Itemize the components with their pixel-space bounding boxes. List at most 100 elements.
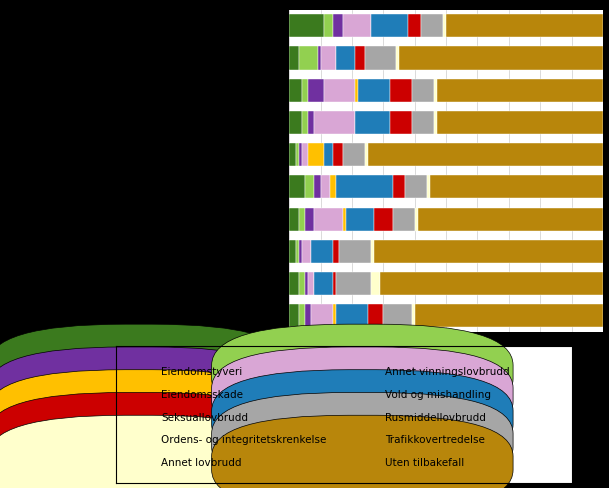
Bar <box>421 14 443 38</box>
Bar <box>434 111 437 134</box>
Bar <box>393 207 415 231</box>
Bar <box>308 272 314 295</box>
Bar <box>415 304 603 327</box>
Bar <box>289 175 305 199</box>
Bar <box>289 272 298 295</box>
Bar <box>380 272 603 295</box>
FancyBboxPatch shape <box>0 324 289 420</box>
Bar <box>437 111 603 134</box>
Bar <box>365 143 368 166</box>
Bar <box>314 111 355 134</box>
Bar <box>320 175 330 199</box>
Bar <box>314 207 343 231</box>
Bar <box>415 207 418 231</box>
Bar <box>371 240 374 263</box>
Bar <box>365 46 396 70</box>
FancyBboxPatch shape <box>212 392 513 488</box>
Bar <box>333 143 343 166</box>
FancyBboxPatch shape <box>212 370 513 466</box>
Bar <box>289 207 298 231</box>
Bar <box>346 207 374 231</box>
Bar <box>305 272 308 295</box>
FancyBboxPatch shape <box>0 370 289 466</box>
Bar <box>298 240 302 263</box>
Bar <box>289 14 324 38</box>
Bar <box>434 79 437 102</box>
Bar <box>308 111 314 134</box>
Bar <box>368 304 384 327</box>
Bar <box>324 14 333 38</box>
Bar <box>308 79 324 102</box>
Bar <box>289 240 295 263</box>
Bar <box>336 304 368 327</box>
Bar <box>384 304 412 327</box>
Text: Ordens- og integritetskrenkelse: Ordens- og integritetskrenkelse <box>161 435 327 446</box>
Bar <box>305 304 311 327</box>
Bar <box>302 240 311 263</box>
Bar <box>305 175 314 199</box>
Bar <box>437 79 603 102</box>
Bar <box>409 14 421 38</box>
Bar <box>399 46 603 70</box>
Bar <box>343 143 365 166</box>
Bar <box>371 14 409 38</box>
Bar <box>374 207 393 231</box>
Bar <box>289 79 302 102</box>
Bar <box>339 240 371 263</box>
Bar <box>333 14 343 38</box>
FancyBboxPatch shape <box>212 324 513 420</box>
Bar <box>298 304 305 327</box>
Bar <box>295 240 298 263</box>
Bar <box>390 79 412 102</box>
Bar <box>289 304 298 327</box>
Bar <box>311 240 333 263</box>
Bar <box>333 272 336 295</box>
Bar <box>305 207 314 231</box>
Bar <box>298 143 302 166</box>
Bar <box>336 272 371 295</box>
Text: Annet lovbrudd: Annet lovbrudd <box>161 458 242 468</box>
Bar <box>311 304 333 327</box>
Bar <box>412 111 434 134</box>
Bar <box>302 111 308 134</box>
Bar <box>302 143 308 166</box>
Bar <box>343 14 371 38</box>
Bar <box>298 272 305 295</box>
FancyBboxPatch shape <box>0 415 289 488</box>
Bar <box>355 46 365 70</box>
Bar <box>355 111 390 134</box>
Bar <box>333 304 336 327</box>
Bar <box>336 46 355 70</box>
Bar <box>412 304 415 327</box>
Bar <box>289 143 295 166</box>
Bar <box>390 111 412 134</box>
Bar <box>324 79 355 102</box>
Bar <box>343 207 346 231</box>
Bar <box>314 175 320 199</box>
Bar <box>418 207 603 231</box>
Bar <box>371 272 380 295</box>
Bar <box>358 79 390 102</box>
Bar <box>396 46 399 70</box>
Bar <box>314 272 333 295</box>
Bar <box>298 46 317 70</box>
Bar <box>333 240 339 263</box>
Text: Annet vinningslovbrudd: Annet vinningslovbrudd <box>385 367 510 377</box>
Bar <box>336 175 393 199</box>
FancyBboxPatch shape <box>0 392 289 488</box>
FancyBboxPatch shape <box>212 415 513 488</box>
Bar <box>446 14 603 38</box>
Bar <box>443 14 446 38</box>
Text: Seksuallovbrudd: Seksuallovbrudd <box>161 412 248 423</box>
Text: Uten tilbakefall: Uten tilbakefall <box>385 458 465 468</box>
Bar <box>289 46 298 70</box>
Bar <box>302 79 308 102</box>
Bar <box>393 175 406 199</box>
FancyBboxPatch shape <box>0 347 289 443</box>
Bar <box>289 111 302 134</box>
Bar <box>355 79 358 102</box>
Bar <box>374 240 603 263</box>
Text: Eiendomsskade: Eiendomsskade <box>161 390 244 400</box>
Bar <box>298 207 305 231</box>
Bar <box>320 46 336 70</box>
